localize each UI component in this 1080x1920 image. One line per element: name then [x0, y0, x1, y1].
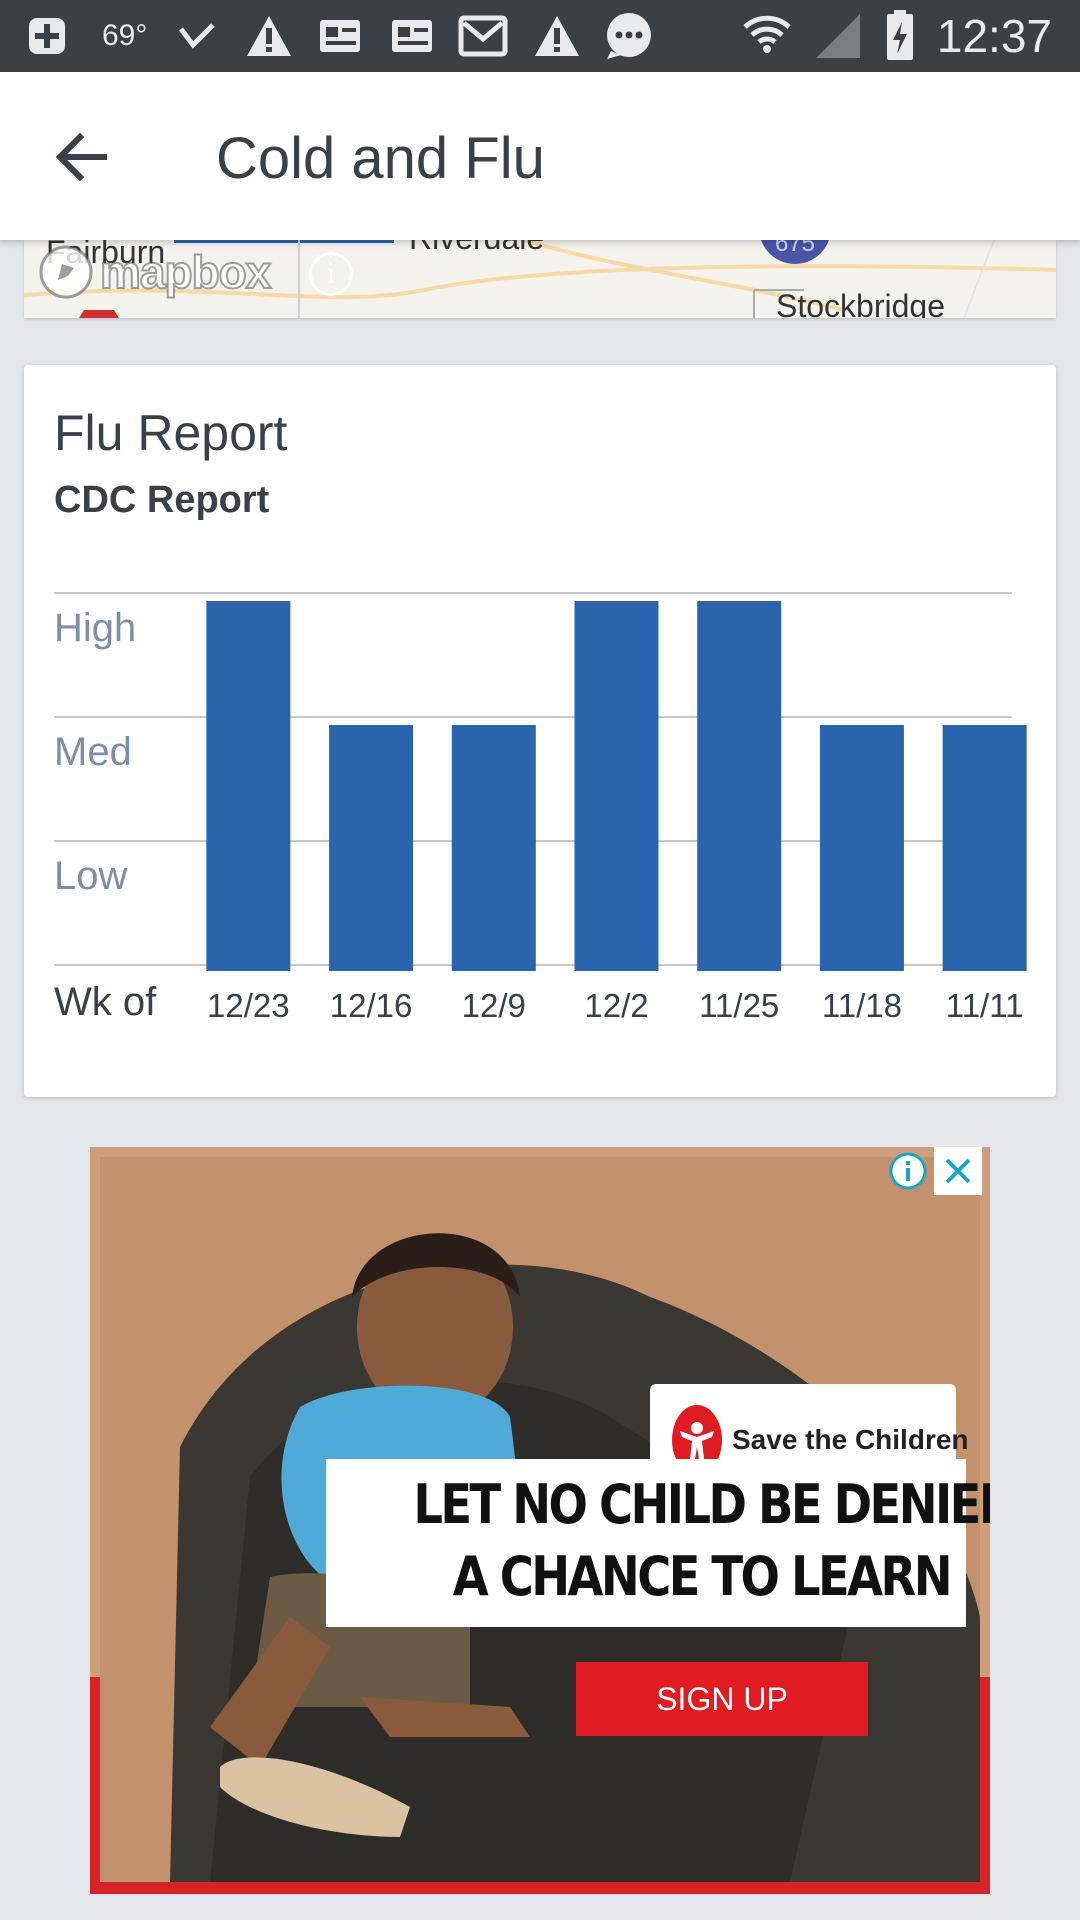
y-level-label: Med — [54, 730, 132, 774]
ad-org-name: Save the Children — [732, 1424, 969, 1455]
x-axis-label: Wk of — [54, 980, 157, 1024]
y-level-label: Low — [54, 854, 127, 898]
chart-bar — [329, 725, 414, 971]
ad-info-icon[interactable] — [888, 1151, 928, 1191]
flu-report-card: Flu Report CDC Report Low Med High Wk of 12/… — [24, 365, 1056, 1097]
x-tick-label: 11/25 — [699, 987, 779, 1024]
page-title: Cold and Flu — [216, 126, 545, 191]
x-tick-label: 12/2 — [584, 987, 648, 1024]
ad-headline-line-2: A CHANCE TO LEARN — [452, 1545, 953, 1608]
ad-headline-line-1: LET NO CHILD BE DENIED — [413, 1473, 990, 1536]
app-bar: Cold and Flu — [0, 72, 1080, 240]
x-tick-label: 12/16 — [330, 987, 413, 1024]
map-label-stockbridge: Stockbridge — [776, 288, 945, 318]
mapbox-logo[interactable]: mapbox — [38, 244, 272, 300]
check-icon — [172, 10, 222, 62]
sign-up-button[interactable]: SIGN UP — [576, 1662, 868, 1736]
temperature-text: 69° — [102, 19, 148, 52]
news-icon — [316, 10, 364, 62]
mapbox-compass-icon — [39, 245, 93, 299]
mail-icon — [456, 10, 510, 62]
chart-bar — [451, 725, 536, 971]
battery-charging-icon — [876, 10, 924, 62]
map-label-riverdale: Riverdale — [409, 240, 544, 257]
chart-bar — [574, 601, 659, 971]
warning-icon — [242, 10, 296, 62]
ad-close-icon[interactable] — [934, 1147, 982, 1195]
back-button[interactable] — [48, 122, 118, 192]
news-icon — [388, 10, 436, 62]
wifi-icon — [740, 10, 794, 62]
arrow-left-icon — [55, 132, 107, 182]
advertisement[interactable]: Save the Children LET NO CHILD BE DENIED… — [90, 1147, 990, 1894]
x-tick-label: 12/23 — [207, 987, 290, 1024]
map-roads — [24, 240, 1056, 318]
x-tick-label: 11/18 — [822, 987, 902, 1024]
x-tick-label: 11/11 — [946, 987, 1024, 1024]
signal-icon — [812, 10, 864, 62]
x-tick-label: 12/9 — [462, 987, 526, 1024]
chart-bar — [206, 601, 291, 971]
status-bar: 69° 12:37 — [0, 0, 1080, 72]
map-view[interactable]: Fairburn Riverdale 675 Stockbridge mapbo… — [24, 240, 1056, 318]
add-box-icon — [22, 10, 72, 62]
flu-bar-chart: Low Med High Wk of 12/23 12/16 12/9 12/2 11/25 11… — [54, 592, 1027, 1024]
chat-icon — [602, 10, 656, 62]
y-level-label: High — [54, 606, 136, 650]
chart-bar — [819, 725, 904, 971]
ad-headline: LET NO CHILD BE DENIED A CHANCE TO LEARN — [326, 1459, 990, 1627]
warning-icon — [530, 10, 584, 62]
info-icon[interactable]: i — [309, 252, 353, 296]
chart-bar — [942, 725, 1027, 971]
mapbox-wordmark: mapbox — [99, 245, 272, 299]
clock-time: 12:37 — [936, 10, 1052, 62]
chart-bar — [697, 601, 782, 971]
card-subtitle: CDC Report — [54, 479, 270, 521]
card-title: Flu Report — [54, 405, 288, 461]
